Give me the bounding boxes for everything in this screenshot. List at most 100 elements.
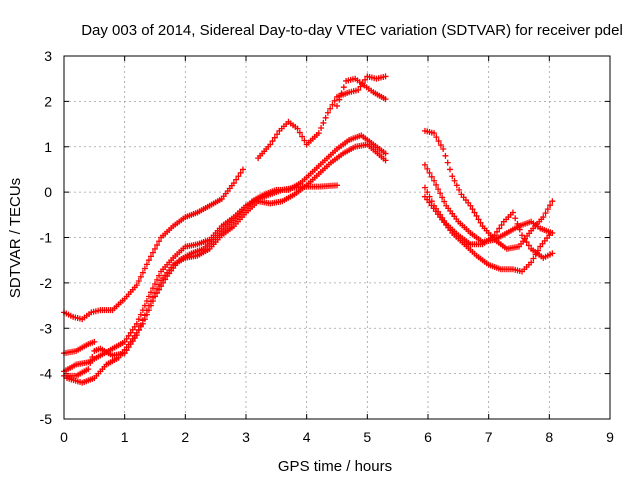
data-point (424, 165, 431, 172)
data-point (145, 257, 152, 264)
data-point (131, 323, 138, 330)
data-point (137, 273, 144, 280)
data-point (237, 169, 244, 176)
data-point (315, 130, 322, 137)
data-point (137, 311, 144, 318)
data-point (156, 238, 163, 245)
series-5 (64, 132, 389, 386)
data-point (233, 176, 240, 183)
data-point (514, 220, 521, 227)
data-point (296, 129, 303, 136)
data-point (129, 335, 136, 342)
data-point (141, 265, 148, 272)
series-2 (61, 338, 98, 357)
data-point (525, 242, 532, 249)
data-point (471, 209, 478, 216)
x-tick-label: 4 (303, 429, 311, 445)
data-point (512, 215, 519, 222)
data-point (469, 206, 476, 213)
grid-lines (64, 56, 610, 419)
data-point (547, 202, 554, 209)
data-point (528, 259, 535, 266)
data-point (123, 335, 130, 342)
data-point (147, 302, 154, 309)
data-point (85, 366, 92, 373)
data-point (467, 202, 474, 209)
series-6 (255, 73, 389, 162)
data-point (549, 198, 556, 205)
y-tick-label: 0 (44, 184, 52, 200)
y-tick-label: 2 (44, 93, 52, 109)
data-point (269, 138, 276, 145)
data-point (129, 326, 136, 333)
data-point (267, 141, 274, 148)
data-point (149, 285, 156, 292)
axis-ticks: 0 1 2 3 4 5 6 7 8 9 -5 -4 -3 -2 -1 0 1 2 3 (40, 48, 615, 445)
data-point (87, 360, 94, 367)
data-point (139, 320, 146, 327)
data-point (139, 269, 146, 276)
data-point (131, 332, 138, 339)
data-point (149, 298, 156, 305)
data-point (442, 152, 449, 159)
data-point (320, 119, 327, 126)
data-point (147, 289, 154, 296)
data-point (299, 133, 306, 140)
data-point (152, 245, 158, 252)
x-tick-label: 7 (485, 429, 493, 445)
data-point (271, 134, 278, 141)
data-point (516, 226, 523, 233)
x-tick-label: 0 (60, 429, 68, 445)
plot-border (63, 55, 611, 420)
data-point (435, 186, 442, 193)
data-point (149, 249, 156, 256)
data-point (162, 276, 169, 283)
data-point (145, 307, 152, 314)
data-point (338, 90, 345, 97)
data-point (239, 166, 246, 173)
x-tick-label: 3 (242, 429, 250, 445)
x-tick-label: 9 (606, 429, 614, 445)
data-point (440, 146, 447, 153)
data-point (496, 225, 503, 232)
y-tick-label: -5 (40, 411, 53, 427)
data-point (135, 277, 142, 284)
y-tick-label: -4 (40, 366, 53, 382)
x-tick-label: 5 (363, 429, 371, 445)
data-point (318, 125, 325, 132)
data-point (523, 239, 530, 246)
data-point (135, 326, 142, 333)
series-7 (334, 75, 389, 109)
data-point (125, 332, 132, 339)
data-point (532, 251, 539, 258)
data-point (362, 76, 369, 83)
series-11 (421, 193, 553, 275)
data-point (521, 235, 528, 242)
data-point (160, 279, 167, 286)
data-point (540, 214, 547, 221)
data-point (534, 247, 541, 254)
data-point (473, 212, 480, 219)
data-point (141, 316, 148, 323)
data-point (542, 210, 549, 217)
data-point (549, 229, 556, 236)
data-point (127, 329, 134, 336)
data-point (322, 114, 329, 121)
data-point (145, 293, 152, 300)
data-point (382, 73, 389, 80)
data-point (530, 255, 537, 262)
data-point (477, 219, 484, 226)
data-point (431, 130, 438, 137)
data-point (156, 272, 163, 279)
data-point (331, 97, 338, 104)
data-point (426, 169, 433, 176)
data-point (336, 96, 343, 103)
data-point (235, 173, 242, 180)
data-point (433, 181, 440, 188)
data-point (334, 182, 340, 189)
data-point (437, 190, 444, 197)
data-point (549, 250, 556, 257)
data-point (158, 283, 165, 290)
data-point (444, 159, 451, 166)
data-point (230, 180, 237, 187)
